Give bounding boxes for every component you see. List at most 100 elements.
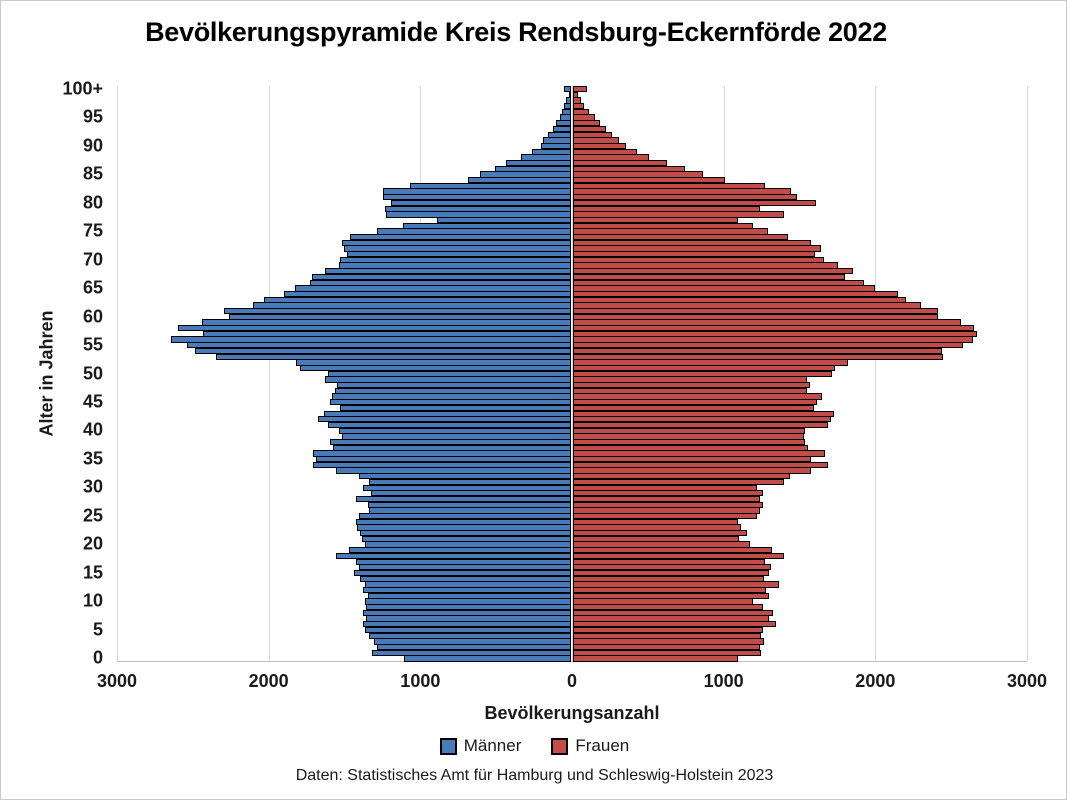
bar-männer-age-74	[349, 234, 571, 241]
bar-männer-age-42	[317, 416, 571, 423]
bar-frauen-age-75	[573, 228, 768, 235]
bar-frauen-age-48	[573, 382, 811, 389]
bar-frauen-age-62	[573, 302, 922, 309]
bar-frauen-age-64	[573, 290, 898, 298]
bar-frauen-age-28	[573, 495, 760, 503]
y-tick-label: 75	[82, 220, 103, 241]
bar-männer-age-22	[360, 530, 571, 537]
y-tick-label: 100+	[62, 78, 103, 99]
y-tick-label: 10	[82, 590, 103, 611]
legend: Männer Frauen	[1, 736, 1066, 756]
legend-item-maenner: Männer	[439, 736, 522, 756]
bar-männer-age-37	[332, 444, 571, 451]
bar-männer-age-99	[568, 91, 571, 98]
bar-frauen-age-43	[573, 410, 834, 417]
bar-frauen-age-16	[573, 564, 771, 571]
bar-männer-age-48	[337, 382, 571, 389]
bar-frauen-age-45	[573, 399, 818, 406]
bar-frauen-age-90	[573, 142, 627, 150]
y-tick-label: 50	[82, 363, 103, 383]
bar-frauen-age-93	[573, 125, 606, 133]
bar-männer-age-62	[253, 302, 571, 309]
bar-männer-age-67	[312, 273, 571, 281]
bar-frauen-age-81	[573, 194, 797, 201]
gridline	[117, 86, 118, 661]
legend-label-maenner: Männer	[463, 736, 522, 755]
y-tick-label: 15	[82, 562, 103, 583]
bar-frauen-age-86	[573, 165, 686, 172]
y-tick-label: 70	[82, 249, 103, 270]
bar-frauen-age-10	[573, 598, 754, 605]
legend-label-frauen: Frauen	[575, 736, 630, 755]
bar-männer-age-24	[355, 518, 571, 525]
bar-frauen-age-4	[573, 632, 762, 639]
bar-männer-age-5	[364, 626, 571, 634]
bar-frauen-age-76	[573, 222, 754, 229]
bar-frauen-age-51	[573, 364, 836, 372]
bar-männer-age-7	[366, 615, 571, 622]
bar-männer-age-18	[335, 552, 571, 560]
bar-männer-age-53	[216, 353, 571, 360]
bar-frauen-age-63	[573, 296, 906, 303]
bar-männer-age-40	[338, 427, 571, 434]
bar-männer-age-38	[329, 438, 571, 446]
x-tick-label: 2000	[248, 671, 289, 691]
bar-männer-age-52	[295, 359, 571, 366]
bar-frauen-age-24	[573, 518, 739, 525]
bar-frauen-age-14	[573, 575, 765, 582]
bar-männer-age-34	[313, 461, 571, 469]
bar-männer-age-71	[346, 251, 571, 258]
bar-frauen-age-99	[573, 91, 579, 98]
bar-männer-age-26	[369, 507, 571, 514]
bar-frauen-age-25	[573, 512, 757, 520]
bar-frauen-age-89	[573, 148, 637, 155]
maenner-swatch-icon	[439, 737, 457, 755]
bar-frauen-age-2	[573, 643, 760, 651]
bar-frauen-age-70	[573, 256, 824, 264]
bar-frauen-age-31	[573, 478, 784, 486]
bar-frauen-age-22	[573, 530, 748, 537]
bar-frauen-age-32	[573, 473, 790, 480]
bar-frauen-age-80	[573, 199, 816, 207]
bar-frauen-age-18	[573, 552, 784, 560]
bar-männer-age-16	[358, 564, 571, 571]
legend-item-frauen: Frauen	[551, 736, 629, 756]
bar-männer-age-51	[299, 364, 571, 372]
bar-männer-age-73	[341, 239, 571, 246]
bar-frauen-age-77	[573, 216, 739, 224]
bar-männer-age-6	[363, 621, 571, 628]
bar-frauen-age-33	[573, 467, 812, 474]
bar-männer-age-78	[385, 211, 571, 218]
bar-männer-age-9	[366, 604, 571, 611]
bar-männer-age-89	[531, 148, 571, 155]
y-tick-label: 90	[82, 135, 103, 156]
bar-frauen-age-61	[573, 308, 938, 315]
bar-männer-age-70	[340, 256, 571, 264]
bar-männer-age-82	[382, 188, 571, 195]
bar-männer-age-69	[338, 262, 571, 269]
bar-frauen-age-88	[573, 154, 649, 161]
bar-männer-age-75	[376, 228, 571, 235]
bar-männer-age-39	[341, 433, 571, 440]
y-tick-label: 65	[82, 277, 103, 298]
bar-frauen-age-83	[573, 182, 765, 190]
bar-männer-age-83	[410, 182, 571, 190]
bar-frauen-age-37	[573, 444, 809, 451]
bar-männer-age-20	[365, 541, 571, 548]
bar-männer-age-0	[404, 655, 571, 662]
bar-frauen-age-35	[573, 456, 812, 463]
bar-frauen-age-73	[573, 239, 812, 246]
bar-frauen-age-8	[573, 609, 774, 617]
bar-männer-age-28	[355, 495, 571, 503]
x-tick-label: 2000	[855, 671, 896, 691]
bar-männer-age-41	[328, 421, 571, 429]
data-source-note: Daten: Statistisches Amt für Hamburg und…	[295, 767, 774, 784]
bar-männer-age-76	[403, 222, 571, 229]
bar-frauen-age-11	[573, 592, 769, 599]
bar-männer-age-93	[552, 125, 571, 133]
bar-frauen-age-87	[573, 160, 668, 167]
bar-männer-age-58	[178, 325, 571, 332]
bar-frauen-age-54	[573, 347, 942, 355]
bar-männer-age-61	[224, 308, 571, 315]
bar-frauen-age-5	[573, 626, 763, 634]
